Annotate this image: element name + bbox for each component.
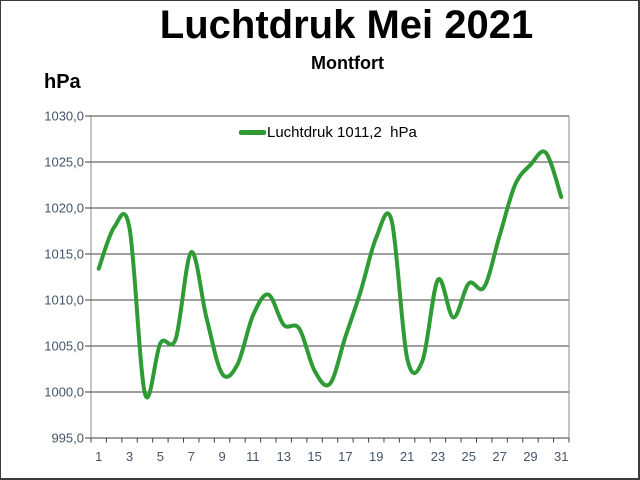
pressure-line-series (96, 149, 564, 400)
x-tick-label: 15 (307, 449, 321, 464)
x-tick-label: 25 (462, 449, 476, 464)
x-tick-label: 19 (369, 449, 383, 464)
y-tick-label: 1010,0 (44, 293, 84, 308)
y-tick-label: 995,0 (51, 431, 84, 446)
x-tick-label: 9 (218, 449, 225, 464)
x-tick-label: 31 (554, 449, 568, 464)
x-tick-label: 23 (431, 449, 445, 464)
x-tick-label: 3 (126, 449, 133, 464)
x-tick-label: 11 (246, 449, 260, 464)
plot-border (90, 116, 570, 438)
y-tick-label: 1015,0 (44, 247, 84, 262)
y-tick-label: 1020,0 (44, 201, 84, 216)
x-tick-label: 1 (95, 449, 102, 464)
chart-subtitle: Montfort (311, 53, 384, 73)
x-axis: 1 3 5 7 9 11 13 15 17 19 21 23 25 27 29 31 (90, 438, 570, 464)
gridlines (91, 115, 569, 439)
y-tick-label: 1030,0 (44, 109, 84, 124)
y-tick-label: 1005,0 (44, 339, 84, 354)
legend-line-marker (239, 130, 266, 135)
x-tick-label: 13 (277, 449, 291, 464)
y-tick-label: 1025,0 (44, 155, 84, 170)
x-tick-label: 7 (188, 449, 195, 464)
legend: Luchtdruk 1011,2 hPa (239, 124, 417, 141)
x-tick-label: 5 (157, 449, 164, 464)
y-axis: 995,0 1000,0 1005,0 1010,0 1015,0 1020,0 1025,… (44, 109, 91, 446)
y-axis-unit-label: hPa (44, 71, 81, 93)
y-tick-label: 1000,0 (44, 385, 84, 400)
chart-title: Luchtdruk Mei 2021 (159, 3, 534, 47)
legend-label: Luchtdruk 1011,2 hPa (267, 124, 417, 141)
x-tick-label: 27 (492, 449, 506, 464)
x-tick-label: 29 (523, 449, 537, 464)
x-tick-label: 21 (400, 449, 414, 464)
x-tick-label: 17 (338, 449, 352, 464)
